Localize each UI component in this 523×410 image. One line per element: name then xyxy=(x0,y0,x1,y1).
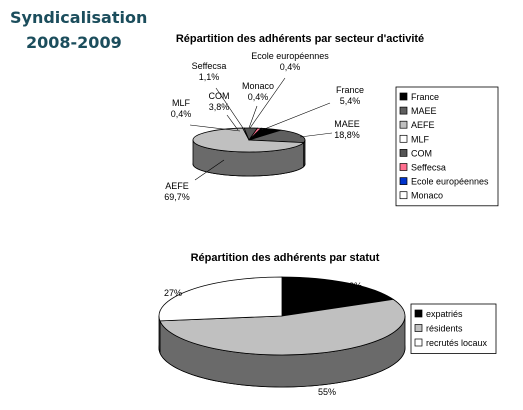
chart1-label-mlf: MLF 0,4% xyxy=(171,98,192,119)
chart1-label-aefe: AEFE 69,7% xyxy=(164,181,190,202)
chart2-slice-recrutes-locaux xyxy=(158,276,283,322)
page-subtitle: 2008-2009 xyxy=(26,33,122,52)
chart2-pie: 18% 55% 27% xyxy=(158,276,406,397)
chart2-label-expatries: 18% xyxy=(344,281,362,291)
chart1-legend-swatch-aefe xyxy=(399,120,408,129)
chart2-legend-swatch-expatries xyxy=(414,309,423,318)
chart1-legend-swatch-seffecsa xyxy=(399,163,408,171)
chart1-legend-swatch-monaco xyxy=(399,191,408,200)
page-title: Syndicalisation xyxy=(10,8,148,27)
chart1-leader-mlf xyxy=(189,124,241,132)
chart1-legend-swatch-ecole-europeennes xyxy=(399,177,408,185)
chart1-legend-item-seffecsa: Seffecsa xyxy=(411,163,446,173)
chart1-legend-swatch-maee xyxy=(399,106,408,115)
chart1-label-com: COM 3,8% xyxy=(209,91,230,112)
chart1-legend-swatch-com xyxy=(399,149,408,157)
chart1-legend-item-ecole-europeennes: Ecole européennes xyxy=(411,177,489,187)
chart1-legend-swatch-mlf xyxy=(399,134,408,143)
chart2-legend-swatch-residents xyxy=(414,324,423,332)
chart1-leader-monaco xyxy=(248,105,258,129)
chart2-slice-residents xyxy=(159,298,406,356)
chart1-slice-aefe xyxy=(192,127,305,153)
chart1-legend-item-aefe: AEFE xyxy=(411,120,435,130)
chart1-slice-monaco xyxy=(248,127,266,141)
chart1-leader-aefe xyxy=(194,159,225,181)
chart1-label-monaco: Monaco 0,4% xyxy=(242,81,274,102)
chart1-legend-item-maee: MAEE xyxy=(411,106,437,116)
chart1-legend: France MAEE AEFE MLF COM Seffecsa Ecole europé… xyxy=(395,86,499,207)
chart2-legend: expatriés résidents recrutés locaux xyxy=(410,303,497,354)
chart1-legend-item-mlf: MLF xyxy=(411,134,430,144)
chart2-legend-item-recrutes-locaux: recrutés locaux xyxy=(426,338,488,348)
chart1-leader-maee xyxy=(299,132,333,138)
chart1-pie: France 5,4% MAEE 18,8% AEFE 69,7% MLF 0,4% COM 3,… xyxy=(164,51,364,202)
chart1-label-ecole-europeennes: Ecole européennes 0,4% xyxy=(251,51,329,72)
chart1-legend-item-com: COM xyxy=(411,148,432,158)
chart1-label-seffecsa: Seffecsa 1,1% xyxy=(192,61,227,82)
chart2-legend-item-residents: résidents xyxy=(426,324,463,334)
chart2-legend-box xyxy=(410,303,497,354)
chart2-legend-item-expatries: expatriés xyxy=(426,309,463,319)
chart2-label-recrutes-locaux: 27% xyxy=(164,288,182,298)
chart1-legend-swatch-france xyxy=(399,92,408,101)
chart2-label-residents: 55% xyxy=(318,387,336,397)
chart2-title: Répartition des adhérents par statut xyxy=(191,252,380,264)
chart1-legend-box xyxy=(395,86,499,207)
chart2-slice-expatries xyxy=(281,276,395,317)
chart1-label-maee: MAEE 18,8% xyxy=(334,119,360,140)
chart1-legend-item-monaco: Monaco xyxy=(411,191,443,201)
chart1-label-france: France 5,4% xyxy=(336,85,364,106)
chart2-legend-swatch-recrutes-locaux xyxy=(414,338,423,347)
chart1-legend-item-france: France xyxy=(411,92,439,102)
chart1-leader-seffecsa xyxy=(215,87,244,129)
chart1-title: Répartition des adhérents par secteur d'… xyxy=(176,33,424,45)
chart1-leader-ecole-europeennes xyxy=(249,77,286,129)
chart1-slice-maee xyxy=(248,129,306,144)
chart1-leader-com xyxy=(226,114,239,131)
chart1-leader-france xyxy=(261,102,331,131)
